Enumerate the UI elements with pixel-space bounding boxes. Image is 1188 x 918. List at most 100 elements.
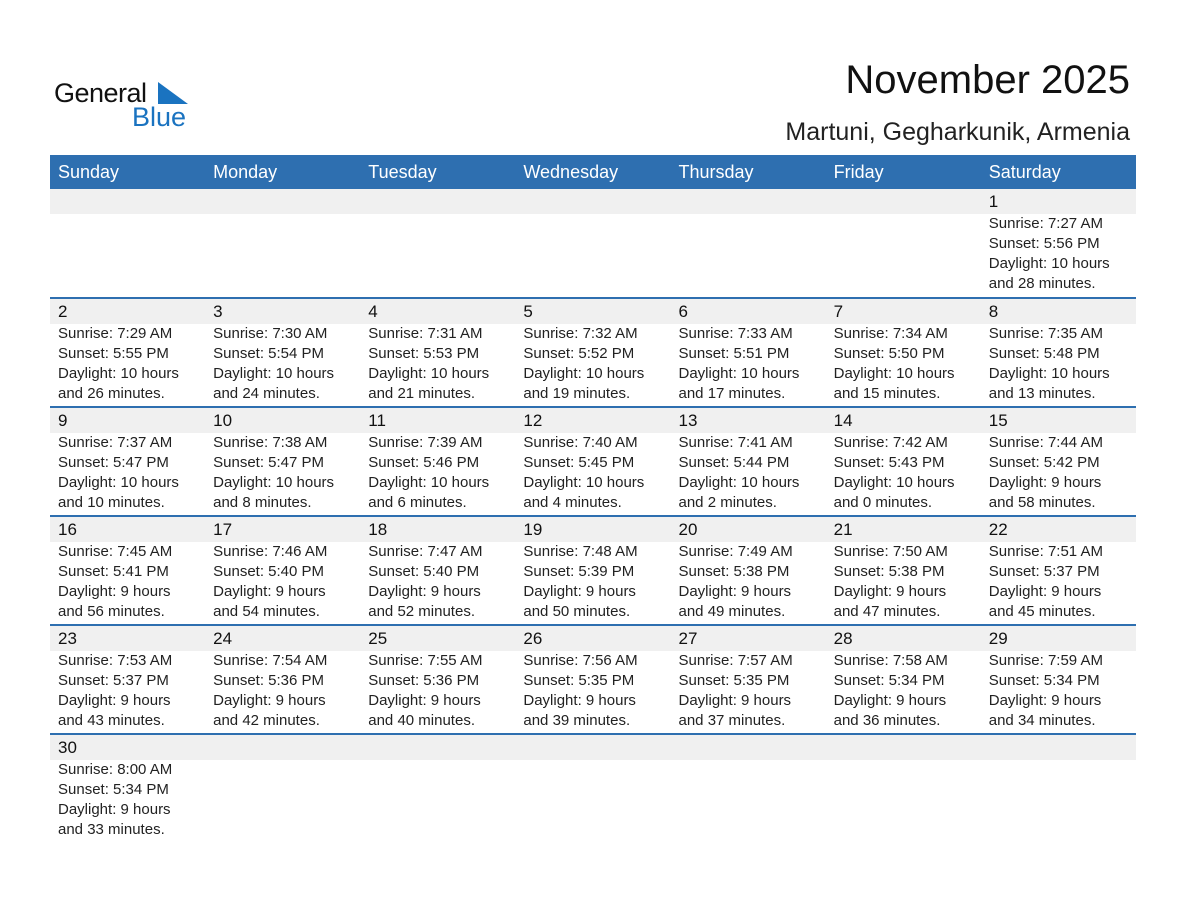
day-cell: 8 Sunrise: 7:35 AM Sunset: 5:48 PM Daylight… <box>981 299 1136 406</box>
daylight-text: Daylight: 10 hours <box>833 474 955 491</box>
daylight-text: Daylight: 9 hours <box>523 583 636 600</box>
daylight-minutes-text: and 21 minutes. <box>368 385 475 402</box>
sunrise-text: Sunrise: 7:41 AM <box>678 434 793 451</box>
day-number: 3 <box>213 302 223 321</box>
sunrise-text: Sunrise: 7:48 AM <box>523 543 638 560</box>
day-number: 14 <box>833 411 853 430</box>
day-number: 23 <box>58 629 77 648</box>
daylight-text: Daylight: 9 hours <box>368 692 481 709</box>
day-cell: 23 Sunrise: 7:53 AM Sunset: 5:37 PM Dayligh… <box>50 626 205 733</box>
day-cell: 11 Sunrise: 7:39 AM Sunset: 5:46 PM Dayligh… <box>360 408 515 515</box>
sunset-text: Sunset: 5:34 PM <box>988 672 1100 689</box>
weekday-thursday: Thursday <box>678 162 754 182</box>
sunset-text: Sunset: 5:43 PM <box>833 454 945 471</box>
day-cell: 26 Sunrise: 7:56 AM Sunset: 5:35 PM Dayligh… <box>515 626 670 733</box>
sunrise-text: Sunrise: 7:30 AM <box>213 325 328 342</box>
day-number: 10 <box>213 411 233 430</box>
location-subtitle: Martuni, Gegharkunik, Armenia <box>785 118 1130 146</box>
daylight-text: Daylight: 9 hours <box>678 692 792 709</box>
day-number: 9 <box>58 411 68 430</box>
daylight-text: Daylight: 10 hours <box>523 365 645 382</box>
empty-day-cell <box>671 735 826 842</box>
daylight-text: Daylight: 9 hours <box>213 692 326 709</box>
daylight-text: Daylight: 10 hours <box>988 255 1110 272</box>
day-number: 11 <box>368 411 386 430</box>
sunrise-text: Sunrise: 7:29 AM <box>58 325 173 342</box>
day-number: 12 <box>523 411 543 430</box>
day-number: 24 <box>213 629 233 648</box>
sunset-text: Sunset: 5:36 PM <box>213 672 325 689</box>
sunset-text: Sunset: 5:47 PM <box>58 454 169 471</box>
empty-day-cell <box>360 735 515 842</box>
weekday-tuesday: Tuesday <box>368 162 437 182</box>
day-number-band <box>50 189 1136 214</box>
day-number: 16 <box>58 520 77 539</box>
day-number: 1 <box>988 192 999 211</box>
sunset-text: Sunset: 5:56 PM <box>988 235 1100 252</box>
day-cell: 17 Sunrise: 7:46 AM Sunset: 5:40 PM Dayligh… <box>205 517 360 624</box>
day-number: 21 <box>833 520 853 539</box>
day-number: 7 <box>833 302 844 321</box>
sunrise-text: Sunrise: 7:55 AM <box>368 652 483 669</box>
sunrise-text: Sunrise: 7:58 AM <box>833 652 948 669</box>
daylight-text: Daylight: 10 hours <box>833 365 955 382</box>
empty-day-cell <box>205 735 360 842</box>
weekday-sunday: Sunday <box>58 162 120 182</box>
sunrise-text: Sunrise: 7:54 AM <box>213 652 328 669</box>
daylight-text: Daylight: 10 hours <box>368 365 490 382</box>
daylight-text: Daylight: 10 hours <box>988 365 1110 382</box>
sunset-text: Sunset: 5:40 PM <box>213 563 325 580</box>
daylight-text: Daylight: 10 hours <box>58 474 179 491</box>
sunset-text: Sunset: 5:55 PM <box>58 345 169 362</box>
daylight-minutes-text: and 2 minutes. <box>678 494 777 511</box>
daylight-minutes-text: and 34 minutes. <box>988 712 1096 729</box>
week-row: 9 Sunrise: 7:37 AM Sunset: 5:47 PM Daylight… <box>50 406 1136 515</box>
sunrise-text: Sunrise: 7:56 AM <box>523 652 638 669</box>
sunset-text: Sunset: 5:52 PM <box>523 345 635 362</box>
daylight-text: Daylight: 9 hours <box>368 583 481 600</box>
day-number: 30 <box>58 738 77 757</box>
sunset-text: Sunset: 5:50 PM <box>833 345 945 362</box>
week-row: 2 Sunrise: 7:29 AM Sunset: 5:55 PM Daylight… <box>50 297 1136 406</box>
daylight-minutes-text: and 47 minutes. <box>833 603 941 620</box>
day-cell: 12 Sunrise: 7:40 AM Sunset: 5:45 PM Dayligh… <box>515 408 670 515</box>
sunrise-text: Sunrise: 7:34 AM <box>833 325 948 342</box>
sunrise-text: Sunrise: 7:44 AM <box>988 434 1103 451</box>
day-cell: 3 Sunrise: 7:30 AM Sunset: 5:54 PM Daylight… <box>205 299 360 406</box>
day-cell: 4 Sunrise: 7:31 AM Sunset: 5:53 PM Daylight… <box>360 299 515 406</box>
day-number: 17 <box>213 520 233 539</box>
day-number: 25 <box>368 629 388 648</box>
daylight-minutes-text: and 19 minutes. <box>523 385 631 402</box>
daylight-text: Daylight: 9 hours <box>988 692 1102 709</box>
sunset-text: Sunset: 5:48 PM <box>988 345 1100 362</box>
day-number: 22 <box>988 520 1008 539</box>
daylight-minutes-text: and 50 minutes. <box>523 603 631 620</box>
daylight-text: Daylight: 9 hours <box>58 692 171 709</box>
sunset-text: Sunset: 5:47 PM <box>213 454 325 471</box>
day-number: 8 <box>988 302 999 321</box>
day-cell: 13 Sunrise: 7:41 AM Sunset: 5:44 PM Dayligh… <box>671 408 826 515</box>
day-cell: 30 Sunrise: 8:00 AM Sunset: 5:34 PM Dayligh… <box>50 735 205 842</box>
sunset-text: Sunset: 5:38 PM <box>678 563 790 580</box>
day-number: 6 <box>678 302 688 321</box>
daylight-text: Daylight: 10 hours <box>523 474 645 491</box>
logo-triangle-icon <box>158 82 188 104</box>
daylight-text: Daylight: 10 hours <box>678 365 800 382</box>
daylight-minutes-text: and 8 minutes. <box>213 494 312 511</box>
daylight-text: Daylight: 9 hours <box>523 692 636 709</box>
sunrise-text: Sunrise: 7:53 AM <box>58 652 173 669</box>
sunset-text: Sunset: 5:37 PM <box>58 672 169 689</box>
sunrise-text: Sunrise: 7:37 AM <box>58 434 173 451</box>
day-cell: 18 Sunrise: 7:47 AM Sunset: 5:40 PM Dayligh… <box>360 517 515 624</box>
daylight-minutes-text: and 45 minutes. <box>988 603 1096 620</box>
daylight-minutes-text: and 26 minutes. <box>58 385 165 402</box>
daylight-text: Daylight: 10 hours <box>368 474 490 491</box>
daylight-text: Daylight: 10 hours <box>213 365 335 382</box>
sunrise-text: Sunrise: 7:49 AM <box>678 543 793 560</box>
daylight-minutes-text: and 39 minutes. <box>523 712 631 729</box>
day-cell: 5 Sunrise: 7:32 AM Sunset: 5:52 PM Daylight… <box>515 299 670 406</box>
calendar-grid: Sunday Monday Tuesday Wednesday Thursday Frid… <box>50 155 1136 842</box>
week-row: 1 Sunrise: 7:27 AM Sunset: 5:56 PM Daylight… <box>50 189 1136 297</box>
sunset-text: Sunset: 5:40 PM <box>368 563 480 580</box>
sunrise-text: Sunrise: 7:32 AM <box>523 325 638 342</box>
